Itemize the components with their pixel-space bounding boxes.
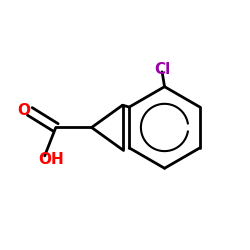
Text: Cl: Cl — [154, 62, 170, 77]
Text: O: O — [17, 103, 30, 118]
Text: OH: OH — [38, 152, 64, 167]
